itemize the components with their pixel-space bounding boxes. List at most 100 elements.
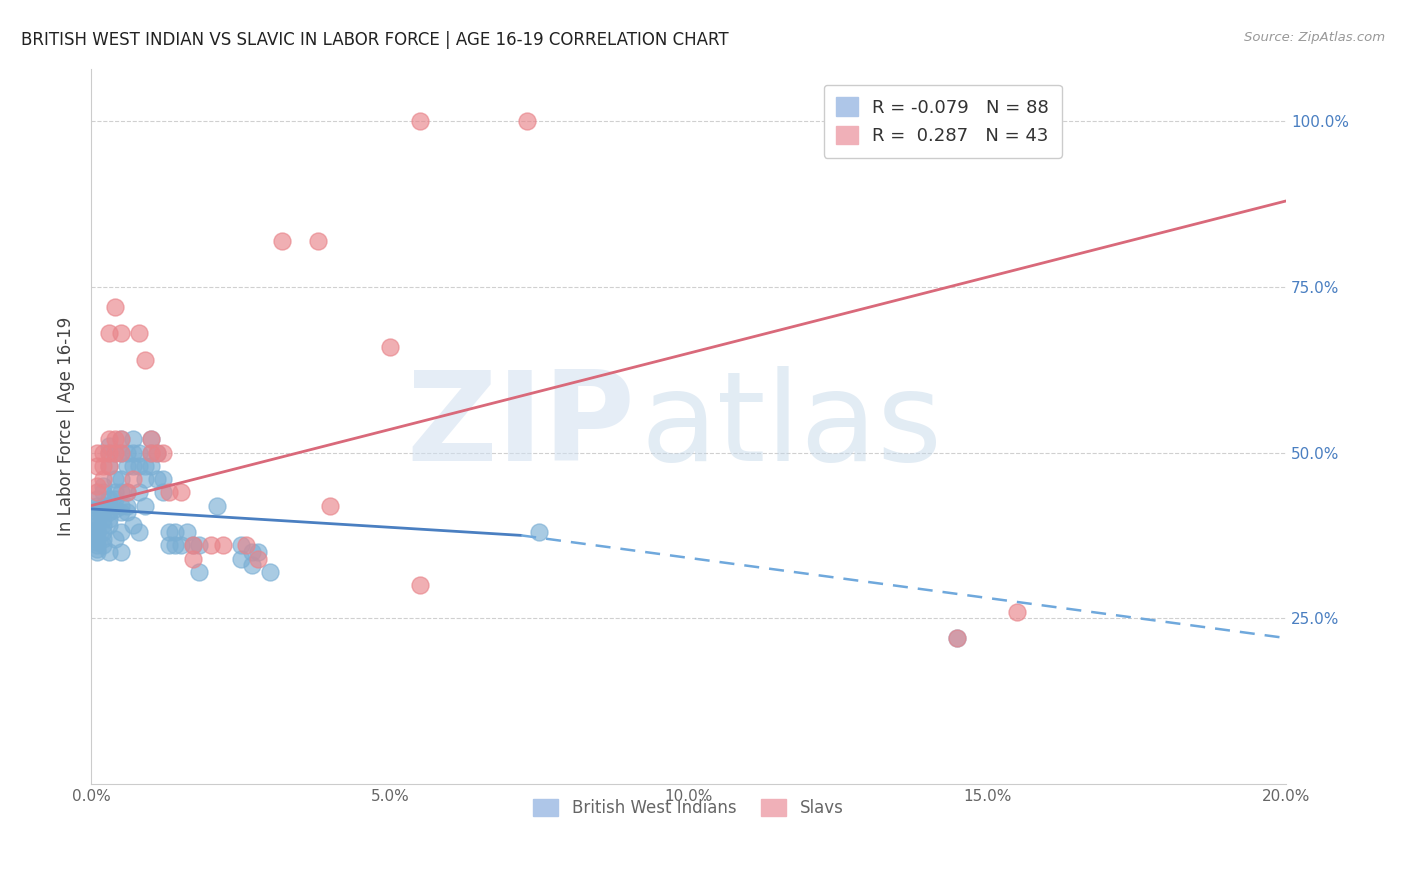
Point: [134, 472, 156, 486]
Text: Source: ZipAtlas.com: Source: ZipAtlas.com: [1244, 31, 1385, 45]
Point: [98, 326, 121, 341]
Point: [115, 499, 138, 513]
Point: [181, 551, 204, 566]
Point: [104, 472, 127, 486]
Point: [946, 631, 969, 645]
Y-axis label: In Labor Force | Age 16-19: In Labor Force | Age 16-19: [58, 317, 75, 536]
Point: [122, 433, 145, 447]
Point: [98, 512, 121, 526]
Point: [529, 525, 551, 540]
Point: [146, 445, 169, 459]
Point: [110, 433, 132, 447]
Point: [170, 485, 193, 500]
Point: [86, 518, 108, 533]
Point: [98, 445, 121, 459]
Point: [91, 472, 114, 486]
Point: [98, 433, 121, 447]
Point: [91, 479, 114, 493]
Point: [163, 538, 186, 552]
Point: [134, 352, 156, 367]
Point: [122, 472, 145, 486]
Point: [104, 532, 127, 546]
Point: [163, 525, 186, 540]
Text: atlas: atlas: [641, 366, 943, 487]
Point: [181, 538, 204, 552]
Point: [98, 439, 121, 453]
Point: [307, 234, 329, 248]
Point: [104, 485, 127, 500]
Point: [200, 538, 222, 552]
Point: [247, 545, 270, 559]
Point: [98, 445, 121, 459]
Point: [91, 458, 114, 473]
Point: [242, 545, 264, 559]
Point: [122, 458, 145, 473]
Point: [139, 445, 162, 459]
Point: [139, 458, 162, 473]
Point: [91, 499, 114, 513]
Point: [86, 505, 108, 519]
Point: [235, 538, 257, 552]
Point: [146, 445, 169, 459]
Point: [409, 114, 432, 128]
Point: [170, 538, 193, 552]
Point: [378, 340, 401, 354]
Point: [157, 485, 180, 500]
Point: [98, 458, 121, 473]
Point: [152, 485, 174, 500]
Point: [1005, 605, 1028, 619]
Point: [86, 485, 108, 500]
Point: [91, 525, 114, 540]
Point: [128, 445, 150, 459]
Point: [110, 445, 132, 459]
Point: [104, 445, 127, 459]
Point: [247, 551, 270, 566]
Point: [110, 326, 132, 341]
Point: [110, 499, 132, 513]
Point: [104, 502, 127, 516]
Point: [86, 515, 108, 529]
Point: [86, 479, 108, 493]
Point: [98, 458, 121, 473]
Point: [115, 485, 138, 500]
Point: [98, 545, 121, 559]
Point: [229, 551, 252, 566]
Point: [152, 445, 174, 459]
Point: [91, 505, 114, 519]
Point: [98, 518, 121, 533]
Point: [128, 525, 150, 540]
Point: [91, 512, 114, 526]
Point: [319, 499, 342, 513]
Point: [91, 485, 114, 500]
Point: [110, 445, 132, 459]
Point: [157, 525, 180, 540]
Point: [211, 538, 233, 552]
Point: [86, 535, 108, 549]
Point: [271, 234, 294, 248]
Point: [104, 445, 127, 459]
Point: [115, 458, 138, 473]
Point: [146, 472, 169, 486]
Point: [98, 505, 121, 519]
Point: [128, 326, 150, 341]
Point: [205, 499, 228, 513]
Point: [181, 538, 204, 552]
Point: [115, 445, 138, 459]
Legend: British West Indians, Slavs: British West Indians, Slavs: [524, 790, 852, 825]
Point: [152, 472, 174, 486]
Point: [139, 433, 162, 447]
Point: [110, 525, 132, 540]
Point: [86, 491, 108, 506]
Point: [86, 541, 108, 556]
Text: ZIP: ZIP: [406, 366, 634, 487]
Point: [86, 499, 108, 513]
Point: [86, 538, 108, 552]
Point: [98, 499, 121, 513]
Point: [91, 502, 114, 516]
Point: [86, 528, 108, 542]
Point: [115, 505, 138, 519]
Point: [946, 631, 969, 645]
Point: [86, 512, 108, 526]
Point: [110, 485, 132, 500]
Point: [187, 538, 209, 552]
